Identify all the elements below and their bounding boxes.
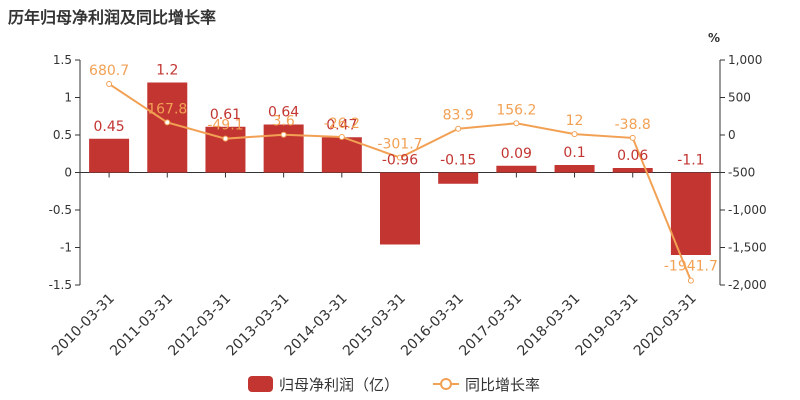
bar — [438, 172, 479, 184]
bar-value-label: 1.2 — [156, 63, 178, 79]
line-point — [222, 135, 229, 142]
legend-swatch-marker — [440, 378, 452, 390]
chart-title: 历年归母净利润及同比增长率 — [8, 8, 217, 27]
y-right-tick-label: 1,000 — [728, 53, 762, 67]
bar-value-label: -0.15 — [440, 153, 476, 169]
bar — [496, 165, 537, 173]
legend-label-line: 同比增长率 — [465, 376, 540, 394]
line-point — [397, 154, 403, 161]
line-point — [455, 125, 462, 132]
bar-value-label: 0.47 — [326, 117, 357, 133]
line-value-label: -49.1 — [207, 118, 243, 134]
y-right-tick-label: -500 — [728, 166, 755, 180]
line-point — [513, 120, 520, 127]
bar-value-label: 0.64 — [268, 105, 299, 121]
bar — [89, 138, 130, 173]
bar-value-label: 0.06 — [617, 148, 648, 164]
line-point — [280, 131, 287, 138]
line-value-label: -26.2 — [324, 116, 360, 132]
bar — [147, 82, 188, 173]
line-point — [164, 119, 171, 126]
y-left-tick-label: -1.5 — [49, 278, 72, 292]
line-point — [629, 134, 636, 141]
legend: 归母净利润（亿） 同比增长率 — [248, 376, 540, 394]
y-left-tick-label: 0.5 — [53, 128, 72, 142]
y-left-tick-label: -1 — [60, 241, 72, 255]
line-series — [106, 80, 694, 284]
line-point — [338, 133, 345, 140]
line-value-label: 3.6 — [273, 114, 295, 130]
y-left-tick-label: -0.5 — [49, 203, 72, 217]
line-value-label: -1941.7 — [664, 259, 718, 275]
line-point — [571, 131, 578, 138]
y-right-tick-label: -1,000 — [728, 203, 767, 217]
y-right-unit: % — [708, 31, 720, 45]
bar-value-label: 0.45 — [94, 119, 125, 135]
bar-value-label: 0.09 — [501, 146, 532, 162]
bar-series — [89, 82, 711, 255]
y-left-tick-label: 1 — [64, 91, 72, 105]
data-labels: 0.45 1.2 0.61 0.64 0.47 -0.96 -0.15 0.09 0.1 0.06… — [89, 63, 718, 275]
line-value-label: 156.2 — [496, 102, 536, 118]
line-value-label: 167.8 — [147, 101, 187, 117]
y-left-tick-label: 0 — [64, 166, 72, 180]
bar — [612, 168, 653, 173]
legend-swatch-bar — [248, 376, 273, 392]
y-right-tick-label: 0 — [728, 128, 736, 142]
line-value-label: 12 — [566, 113, 584, 129]
line-point — [687, 277, 694, 284]
line-value-label: -38.8 — [615, 117, 651, 133]
line-value-label: 680.7 — [89, 63, 129, 79]
line-point — [106, 80, 113, 87]
x-tick-label: 2020-03-31 — [631, 291, 700, 360]
bar — [263, 124, 304, 173]
y-right-tick-label: -2,000 — [728, 278, 767, 292]
y-right-tick-label: -1,500 — [728, 241, 767, 255]
line-value-label: 83.9 — [443, 108, 474, 124]
bar — [554, 165, 595, 173]
bar-value-label: -1.1 — [677, 153, 704, 169]
y-left-tick-label: 1.5 — [53, 53, 72, 67]
bar — [380, 172, 420, 245]
bar-value-label: -0.96 — [382, 153, 418, 169]
bar-value-label: 0.61 — [210, 107, 241, 123]
bar — [321, 137, 362, 173]
legend-label-bar: 归母净利润（亿） — [279, 376, 399, 394]
bar-value-label: 0.1 — [563, 145, 585, 161]
bar — [670, 172, 711, 255]
line-value-label: -301.7 — [377, 137, 422, 153]
y-right-tick-label: 500 — [728, 91, 751, 105]
